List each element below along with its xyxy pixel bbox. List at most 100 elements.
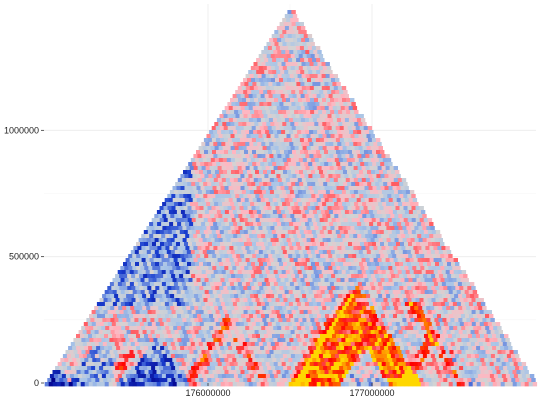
heatmap-cell xyxy=(261,282,267,287)
heatmap-cell xyxy=(226,158,232,163)
heatmap-cell xyxy=(268,346,273,351)
heatmap-cell xyxy=(109,326,114,331)
heatmap-cell xyxy=(234,202,239,207)
heatmap-cell xyxy=(149,338,154,343)
heatmap-cell xyxy=(348,334,353,339)
heatmap-cell xyxy=(322,238,327,243)
heatmap-cell xyxy=(360,346,365,351)
heatmap-cell xyxy=(252,266,257,271)
heatmap-cell xyxy=(433,234,438,239)
heatmap-cell xyxy=(277,130,282,135)
heatmap-cell xyxy=(328,82,333,87)
heatmap-cell xyxy=(93,338,98,343)
heatmap-cell xyxy=(268,242,273,247)
heatmap-cell xyxy=(108,302,114,307)
heatmap-cell xyxy=(286,66,292,71)
heatmap-cell xyxy=(255,126,261,131)
heatmap-cell xyxy=(202,158,208,163)
heatmap-cell xyxy=(259,322,265,327)
heatmap-cell xyxy=(313,258,318,263)
heatmap-cell xyxy=(279,310,284,315)
heatmap-cell xyxy=(458,318,463,323)
heatmap-cell xyxy=(376,210,382,215)
heatmap-cell xyxy=(257,154,262,159)
heatmap-cell xyxy=(195,194,200,199)
heatmap-cell xyxy=(221,154,226,159)
heatmap-cell xyxy=(298,30,303,35)
heatmap-cell xyxy=(491,322,497,327)
heatmap-cell xyxy=(288,150,293,155)
heatmap-cell xyxy=(247,230,253,235)
heatmap-cell xyxy=(107,322,113,327)
heatmap-cell xyxy=(377,234,382,239)
heatmap-cell xyxy=(406,306,411,311)
heatmap-cell xyxy=(450,294,455,299)
heatmap-cell xyxy=(346,98,351,103)
heatmap-cell xyxy=(360,266,365,271)
heatmap-cell xyxy=(301,86,307,91)
heatmap-cell xyxy=(202,330,207,335)
heatmap-cell xyxy=(288,70,293,75)
heatmap-cell xyxy=(334,158,340,163)
heatmap-cell xyxy=(105,326,110,331)
heatmap-cell xyxy=(255,310,260,315)
heatmap-cell xyxy=(274,110,279,115)
heatmap-cell xyxy=(200,198,206,203)
heatmap-cell xyxy=(178,306,183,311)
heatmap-cell xyxy=(305,142,310,147)
heatmap-cell xyxy=(328,118,334,123)
heatmap-cell xyxy=(224,254,229,259)
heatmap-cell xyxy=(272,174,277,179)
heatmap-cell xyxy=(330,342,336,347)
heatmap-cell xyxy=(392,254,397,259)
heatmap-cell xyxy=(340,254,345,259)
heatmap-cell xyxy=(158,214,163,219)
heatmap-cell xyxy=(451,286,456,291)
heatmap-cell xyxy=(322,226,327,231)
heatmap-cell xyxy=(268,174,273,179)
heatmap-cell xyxy=(311,230,317,235)
heatmap-cell xyxy=(337,86,343,91)
heatmap-cell xyxy=(334,134,339,139)
heatmap-cell xyxy=(317,350,322,355)
heatmap-cell xyxy=(262,330,267,335)
heatmap-cell xyxy=(263,298,268,303)
heatmap-cell xyxy=(173,222,178,227)
heatmap-cell xyxy=(312,186,317,191)
heatmap-cell xyxy=(297,130,302,135)
heatmap-cell xyxy=(375,298,380,303)
heatmap-cell xyxy=(222,354,228,359)
heatmap-cell xyxy=(233,350,238,355)
heatmap-cell xyxy=(252,118,258,123)
heatmap-cell xyxy=(299,102,304,107)
heatmap-cell xyxy=(336,302,342,307)
heatmap-cell xyxy=(134,294,139,299)
heatmap-cell xyxy=(365,154,370,159)
heatmap-cell xyxy=(257,326,262,331)
heatmap-cell xyxy=(287,102,292,107)
heatmap-cell xyxy=(303,274,308,279)
heatmap-cell xyxy=(365,350,370,355)
heatmap-cell xyxy=(316,174,321,179)
heatmap-cell xyxy=(192,186,197,191)
heatmap-cell xyxy=(360,334,365,339)
heatmap-cell xyxy=(421,350,426,355)
heatmap-cell xyxy=(508,346,513,351)
heatmap-cell xyxy=(259,218,265,223)
heatmap-cell xyxy=(173,270,179,275)
heatmap-cell xyxy=(285,166,290,171)
heatmap-cell xyxy=(70,354,76,359)
heatmap-cell xyxy=(327,274,332,279)
heatmap-cell xyxy=(257,350,262,355)
heatmap-cell xyxy=(262,342,268,347)
heatmap-cell xyxy=(426,250,432,255)
heatmap-cell xyxy=(472,334,477,339)
heatmap-cell xyxy=(286,122,291,127)
heatmap-cell xyxy=(245,222,250,227)
heatmap-cell xyxy=(102,330,107,335)
heatmap-cell xyxy=(203,230,209,235)
heatmap-cell xyxy=(340,186,345,191)
heatmap-cell xyxy=(282,238,287,243)
heatmap-cell xyxy=(223,310,228,315)
heatmap-cell xyxy=(335,298,340,303)
